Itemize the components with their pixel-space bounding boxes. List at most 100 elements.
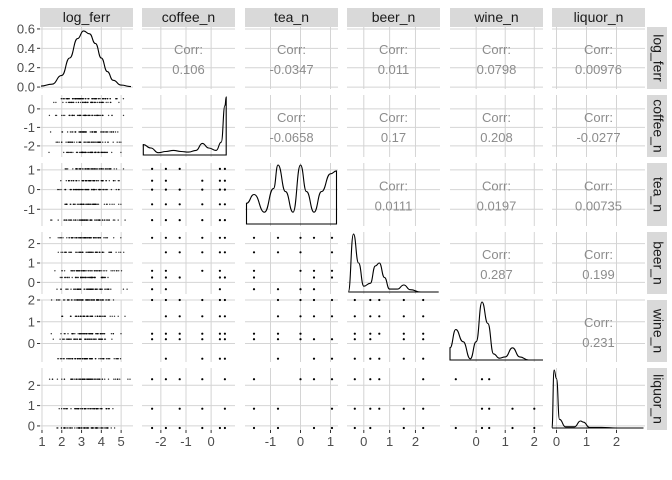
data-point [106, 427, 108, 429]
data-point [223, 179, 226, 182]
data-point [79, 168, 81, 170]
data-point [369, 298, 372, 302]
data-point [83, 315, 86, 317]
data-point [178, 378, 181, 381]
data-point [83, 151, 85, 154]
data-point [85, 141, 87, 143]
data-point [95, 168, 97, 170]
data-point [252, 426, 256, 430]
data-point [312, 288, 316, 291]
data-point [96, 101, 99, 104]
data-point [75, 288, 77, 290]
data-point [454, 378, 457, 381]
data-point [67, 299, 69, 301]
y-tick-label: 0 [28, 275, 35, 290]
data-point [66, 276, 69, 279]
data-point [73, 114, 75, 117]
data-point [65, 408, 67, 410]
data-point [109, 131, 111, 133]
data-point [70, 338, 72, 340]
data-point [67, 168, 69, 170]
data-point [299, 236, 302, 239]
data-point [164, 203, 167, 206]
data-point [86, 276, 88, 279]
data-point [112, 333, 114, 335]
data-point [378, 378, 381, 381]
data-point [78, 408, 80, 410]
data-point [223, 298, 226, 302]
data-point [252, 251, 256, 254]
strip-top-coffee_n [142, 8, 235, 27]
data-point [77, 427, 80, 429]
data-point [74, 131, 76, 133]
data-point [95, 288, 98, 290]
data-point [102, 101, 105, 104]
data-point [71, 358, 73, 360]
scatter-tea_n-log_ferr [50, 168, 126, 221]
data-point [56, 427, 58, 429]
data-point [72, 237, 74, 239]
data-point [113, 358, 115, 360]
data-point [76, 203, 79, 205]
data-point [178, 426, 181, 430]
data-point [91, 358, 93, 360]
data-point [76, 237, 78, 239]
panel-log_ferr-liquor_n [552, 27, 645, 89]
density-curve-liquor_n [551, 369, 644, 429]
data-point [201, 269, 204, 272]
data-point [60, 408, 63, 410]
data-point [72, 203, 75, 205]
data-point [201, 188, 204, 191]
data-point [81, 299, 84, 301]
data-point [90, 101, 93, 104]
data-point [402, 338, 405, 341]
corr-value-coffee_n-liquor_n: -0.0277 [576, 130, 620, 145]
data-point [103, 151, 105, 154]
data-point [106, 151, 109, 154]
data-point [83, 378, 86, 380]
data-point [84, 114, 86, 117]
data-point [56, 299, 58, 301]
data-point [94, 338, 97, 340]
x-tick-label: 0 [208, 434, 215, 449]
data-point [70, 219, 72, 221]
data-point [107, 219, 109, 221]
data-point [223, 236, 226, 239]
data-point [87, 101, 89, 104]
data-point [113, 203, 115, 205]
data-point [84, 288, 86, 290]
data-point [72, 188, 75, 191]
data-point [88, 378, 90, 380]
data-point [103, 237, 105, 239]
data-point [100, 131, 102, 133]
data-point [96, 251, 98, 253]
data-point [117, 378, 119, 380]
data-point [96, 427, 99, 429]
scatter-liquor_n-wine_n [454, 378, 536, 430]
data-point [122, 114, 125, 117]
data-point [60, 188, 62, 191]
data-point [124, 219, 126, 221]
data-point [84, 427, 86, 429]
data-point [70, 288, 72, 290]
data-point [83, 131, 86, 133]
y-tick-label: 0.0 [17, 80, 35, 95]
data-point [80, 276, 82, 279]
data-point [114, 378, 117, 380]
panel-liquor_n-beer_n [347, 368, 440, 430]
data-point [102, 141, 104, 143]
data-point [91, 299, 93, 301]
data-point [164, 236, 167, 239]
data-point [127, 378, 129, 380]
data-point [113, 378, 115, 380]
data-point [83, 270, 85, 272]
data-point [60, 333, 62, 335]
data-point [102, 131, 105, 133]
data-point [71, 276, 73, 279]
data-point [97, 168, 99, 170]
data-point [77, 378, 80, 380]
corr-value-log_ferr-wine_n: 0.0798 [477, 62, 517, 77]
data-point [480, 407, 484, 410]
y-tick-label: 0 [28, 418, 35, 433]
data-point [70, 270, 72, 272]
